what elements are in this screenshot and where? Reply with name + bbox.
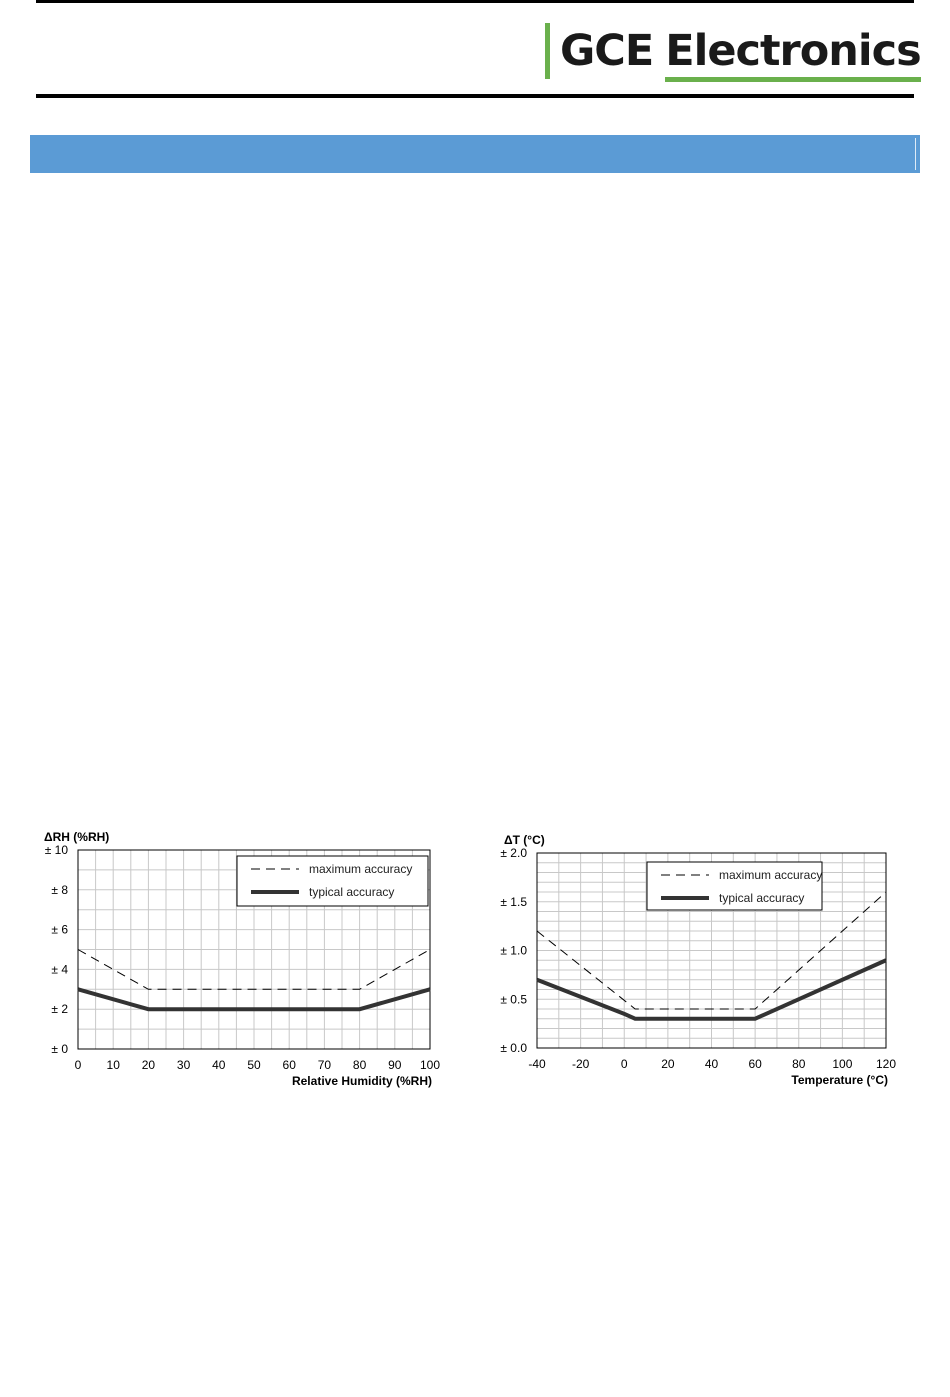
- y-tick-label: ± 0.5: [500, 992, 527, 1006]
- x-tick-label: 0: [621, 1057, 628, 1071]
- legend-label: typical accuracy: [719, 891, 804, 905]
- x-tick-label: 60: [283, 1058, 297, 1072]
- header-bottom-rule: [36, 94, 914, 98]
- legend-label: maximum accuracy: [719, 868, 822, 882]
- legend-label: maximum accuracy: [309, 862, 412, 876]
- series-line-maximum-accuracy: [77, 949, 431, 990]
- temperature-accuracy-chart: -40 -20 0 20 40 60 80 100 120 ± 0.0 ± 0.5 ± 1.0 ± 1.…: [500, 833, 896, 1087]
- x-tick-label: 20: [142, 1058, 156, 1072]
- x-tick-label: 120: [876, 1057, 896, 1071]
- header-top-rule: [36, 0, 914, 3]
- y-tick-label: ± 1.5: [500, 895, 527, 909]
- x-tick-label: 30: [177, 1058, 191, 1072]
- x-tick-label: 40: [212, 1058, 226, 1072]
- company-logo: GCE Electronics: [545, 22, 922, 82]
- legend-label: typical accuracy: [309, 885, 394, 899]
- humidity-accuracy-chart: 0 10 20 30 40 50 60 70 80 90 100 ± 0 ± 2 ± 4 ± 6 ± 8 ± 1…: [44, 830, 440, 1088]
- x-tick-label: 20: [661, 1057, 675, 1071]
- y-axis-label: ΔT (°C): [504, 833, 545, 847]
- y-tick-label: ± 2: [51, 1002, 68, 1016]
- logo-wordmark: GCE Electronics: [560, 25, 922, 82]
- x-tick-label: 90: [388, 1058, 402, 1072]
- x-axis-label: Temperature (°C): [791, 1073, 888, 1087]
- y-tick-label: ± 2.0: [500, 846, 527, 860]
- x-tick-label: 60: [748, 1057, 762, 1071]
- x-tick-label: 100: [420, 1058, 440, 1072]
- y-tick-label: ± 6: [51, 923, 68, 937]
- y-tick-label: ± 1.0: [500, 944, 527, 958]
- y-tick-label: ± 4: [51, 962, 68, 976]
- section-bar-edge: [915, 138, 916, 170]
- x-tick-label: 80: [792, 1057, 806, 1071]
- x-axis-label: Relative Humidity (%RH): [292, 1074, 432, 1088]
- series-line-typical-accuracy: [536, 958, 887, 1021]
- series-line-typical-accuracy: [77, 987, 431, 1012]
- y-tick-label: ± 0: [51, 1042, 68, 1056]
- x-tick-label: -20: [572, 1057, 590, 1071]
- x-tick-label: 40: [705, 1057, 719, 1071]
- x-tick-label: 0: [75, 1058, 82, 1072]
- plot-frame: [536, 852, 887, 1049]
- x-tick-label: 70: [318, 1058, 332, 1072]
- x-tick-label: 50: [247, 1058, 261, 1072]
- x-tick-label: 10: [107, 1058, 121, 1072]
- series-line-maximum-accuracy: [536, 891, 887, 1010]
- y-tick-label: ± 8: [51, 883, 68, 897]
- logo-brand-electronics: Electronics: [665, 25, 922, 82]
- legend-box: [646, 861, 823, 911]
- logo-brand-gce: GCE: [560, 25, 654, 76]
- x-tick-label: 100: [832, 1057, 852, 1071]
- y-tick-label: ± 10: [45, 843, 69, 857]
- x-tick-label: 80: [353, 1058, 367, 1072]
- y-tick-label: ± 0.0: [500, 1041, 527, 1055]
- x-tick-label: -40: [528, 1057, 546, 1071]
- y-axis-label: ΔRH (%RH): [44, 830, 109, 844]
- section-header-bar: [30, 135, 920, 173]
- legend-box: [236, 855, 429, 907]
- logo-accent-bar: [545, 23, 550, 79]
